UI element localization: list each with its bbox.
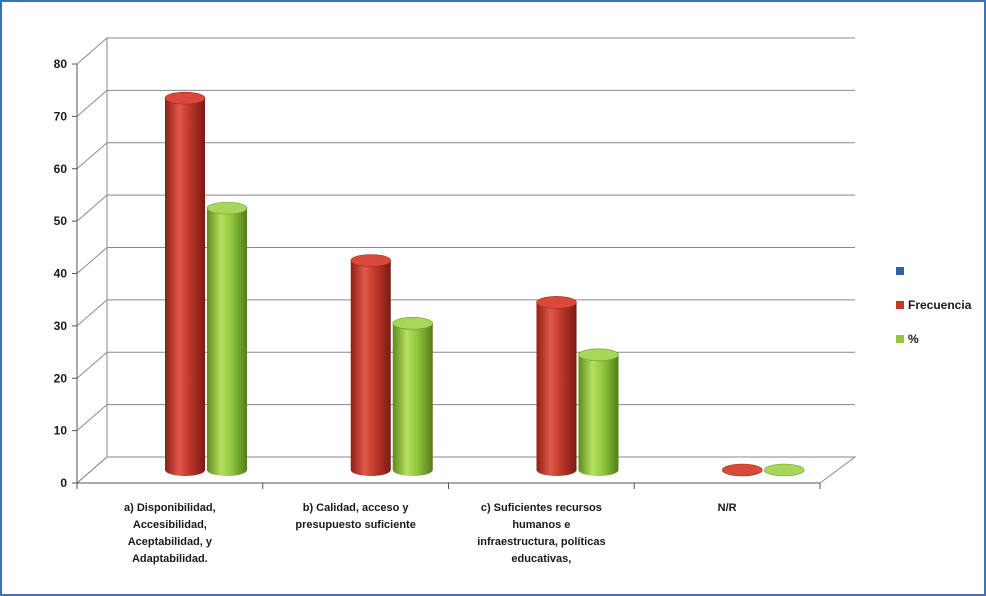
y-tick-label: 80 <box>54 57 68 71</box>
gridline-side <box>76 37 108 65</box>
gridline-side <box>76 351 108 379</box>
x-tick-label: c) Suficientes recursos humanos e infraest… <box>477 502 605 565</box>
y-tick-label: 10 <box>54 424 68 438</box>
x-tick-label: N/R <box>718 502 737 514</box>
gridline-side <box>76 299 108 327</box>
bar-top <box>536 296 577 309</box>
bar-body <box>578 354 619 476</box>
bar-percent <box>763 463 805 477</box>
y-tick-label: 30 <box>54 319 68 333</box>
gridline-side <box>76 142 108 170</box>
gridline-side <box>76 247 108 274</box>
gridline-side <box>76 89 108 117</box>
legend-swatch <box>896 335 904 343</box>
bar-percent <box>578 348 619 476</box>
bar-body <box>165 98 205 476</box>
bars-layer <box>164 91 805 477</box>
y-tick-label: 0 <box>60 476 67 490</box>
y-tick-label: 70 <box>54 109 68 123</box>
gridline-side <box>76 404 108 432</box>
x-tick-label: a) Disponibilidad, Accesibilidad, Aceptabi… <box>124 502 216 565</box>
bar-frecuencia <box>536 296 577 476</box>
bar-body <box>207 208 247 476</box>
axis-layer <box>72 63 821 489</box>
legend-swatch <box>896 301 904 309</box>
gridline-side <box>76 194 108 222</box>
bar-percent <box>392 317 434 476</box>
bar-frecuencia <box>721 463 763 477</box>
bar-top <box>164 91 206 105</box>
legend-swatch <box>896 267 904 275</box>
bar-percent <box>206 201 248 476</box>
legend-entry: % <box>908 332 919 346</box>
bar-top <box>721 463 763 477</box>
x-tick-label: b) Calidad, acceso y presupuesto suficien… <box>295 502 415 531</box>
bar-top <box>763 463 805 477</box>
y-tick-label: 60 <box>54 162 68 176</box>
bar-top <box>578 348 619 362</box>
bar-frecuencia <box>350 254 392 476</box>
labels-layer: 0 10 20 30 40 50 60 70 80 a) Disponibilidad, Acces… <box>54 57 737 565</box>
bar-frecuencia <box>164 91 206 476</box>
legend: Frecuencia% <box>896 267 972 346</box>
legend-entry: Frecuencia <box>908 298 972 312</box>
y-tick-label: 20 <box>54 371 68 385</box>
y-tick-label: 50 <box>54 214 68 228</box>
bar-top <box>392 317 434 330</box>
bar-body <box>350 260 391 476</box>
bar-top <box>206 201 248 215</box>
y-tick-label: 40 <box>54 267 68 281</box>
bar-body <box>392 323 433 476</box>
bar-top <box>350 254 392 267</box>
bar-body <box>536 302 577 476</box>
